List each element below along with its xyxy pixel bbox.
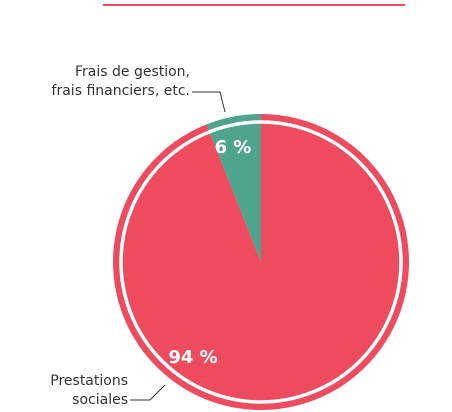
inner-ring bbox=[119, 120, 403, 404]
category-label: Frais de gestion, bbox=[75, 64, 190, 80]
category-label: Prestations bbox=[50, 373, 128, 389]
value-label: 94 % bbox=[168, 347, 217, 368]
pie-slice bbox=[206, 114, 261, 262]
pie bbox=[113, 114, 409, 410]
category-label: sociales bbox=[72, 392, 128, 408]
category-label: frais financiers, etc. bbox=[52, 83, 190, 99]
leader-line bbox=[192, 91, 226, 113]
leader-line bbox=[130, 384, 166, 401]
value-label: 6 % bbox=[215, 137, 252, 158]
